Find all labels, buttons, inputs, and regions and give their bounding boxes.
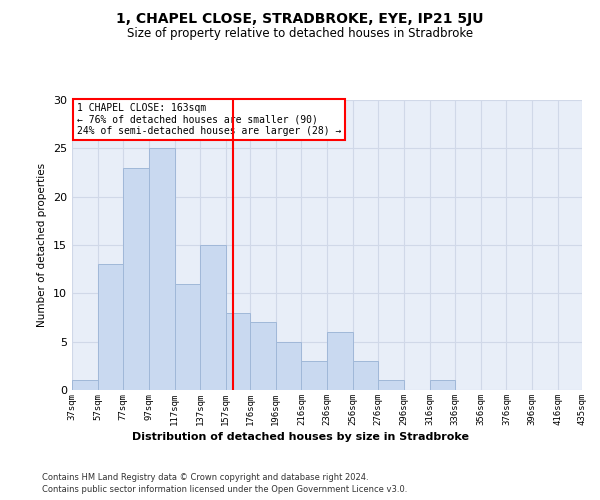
Bar — [430, 380, 455, 390]
Text: Contains public sector information licensed under the Open Government Licence v3: Contains public sector information licen… — [42, 485, 407, 494]
Bar — [98, 264, 123, 390]
Text: 1 CHAPEL CLOSE: 163sqm
← 76% of detached houses are smaller (90)
24% of semi-det: 1 CHAPEL CLOSE: 163sqm ← 76% of detached… — [77, 103, 341, 136]
Bar — [72, 380, 98, 390]
Bar — [123, 168, 149, 390]
Bar — [250, 322, 276, 390]
Text: Contains HM Land Registry data © Crown copyright and database right 2024.: Contains HM Land Registry data © Crown c… — [42, 472, 368, 482]
Text: 1, CHAPEL CLOSE, STRADBROKE, EYE, IP21 5JU: 1, CHAPEL CLOSE, STRADBROKE, EYE, IP21 5… — [116, 12, 484, 26]
Text: Size of property relative to detached houses in Stradbroke: Size of property relative to detached ho… — [127, 28, 473, 40]
Bar — [149, 148, 175, 390]
Text: Distribution of detached houses by size in Stradbroke: Distribution of detached houses by size … — [131, 432, 469, 442]
Y-axis label: Number of detached properties: Number of detached properties — [37, 163, 47, 327]
Bar — [301, 361, 327, 390]
Bar — [378, 380, 404, 390]
Bar — [175, 284, 200, 390]
Bar — [226, 312, 250, 390]
Bar — [200, 245, 226, 390]
Bar — [353, 361, 378, 390]
Bar — [276, 342, 301, 390]
Bar — [327, 332, 353, 390]
